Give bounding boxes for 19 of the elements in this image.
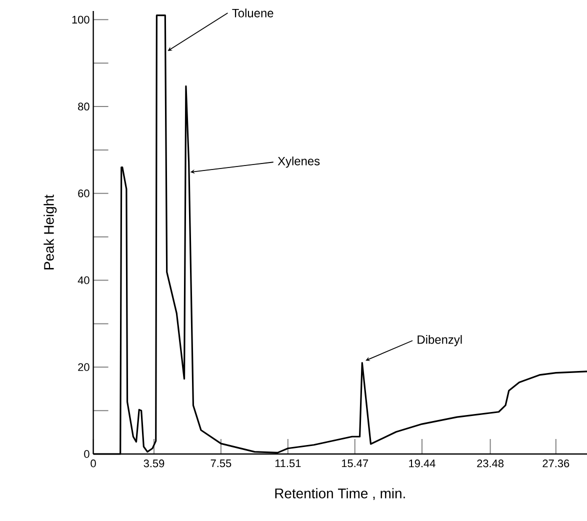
x-tick-label: 7.55 [210,460,232,468]
annotation: Toluene [232,8,274,18]
annotation: Dibenzyl [418,335,462,346]
y-axis-title: Peak Height [44,194,57,270]
x-axis-title: Retention Time , min. [275,488,405,500]
y-tick-label: 100 [72,16,90,24]
x-tick-label: 19.44 [409,460,436,468]
x-tick-label: 0 [90,460,96,468]
x-tick-label: 23.48 [477,460,504,468]
y-tick-label: 80 [78,102,90,110]
x-tick-label: 3.59 [144,460,164,468]
y-tick-label: 60 [78,190,90,198]
x-tick-label: 15.47 [342,460,368,468]
x-tick-label: 27.36 [542,460,570,468]
x-tick-label: 11.51 [275,460,301,468]
y-tick-label: 20 [78,363,90,372]
annotation: Xylenes [278,156,320,168]
y-tick-label: 40 [78,276,90,284]
y-tick-label: 0 [84,450,90,458]
